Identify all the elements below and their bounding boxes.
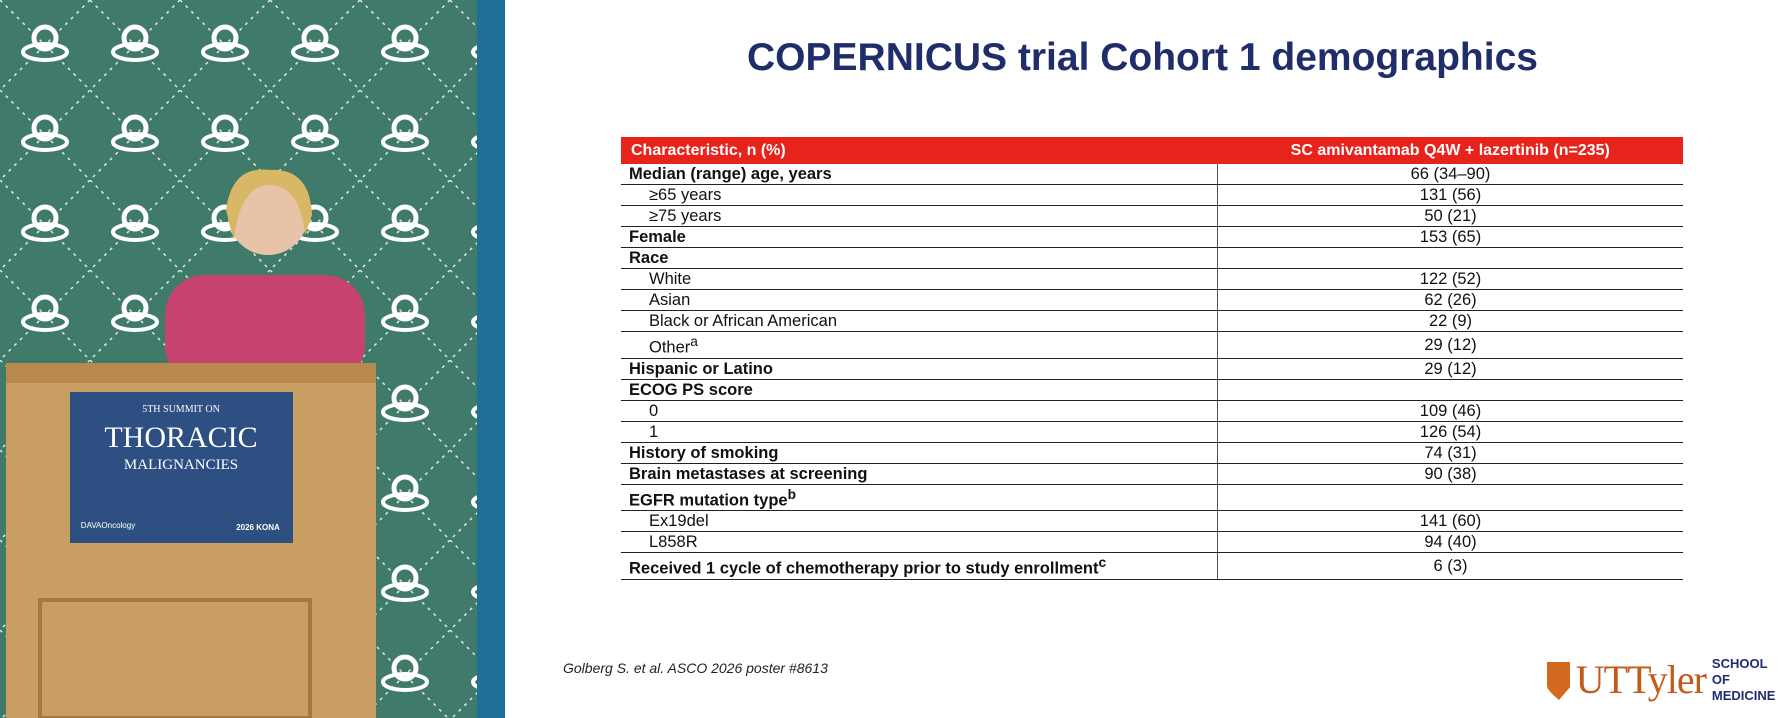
slide-title: COPERNICUS trial Cohort 1 demographics — [747, 36, 1538, 79]
label-text: Black or African American — [649, 312, 837, 330]
sign-text: 2026 KONA — [236, 523, 280, 532]
row-value: 131 (56) — [1217, 184, 1683, 206]
logo-text: SCHOOL OF — [1711, 655, 1768, 687]
row-value: 62 (26) — [1217, 289, 1683, 311]
table-row: Black or African American 22 (9) — [621, 310, 1683, 332]
sign-text: DAVAOncology — [81, 521, 135, 530]
label-text: Race — [629, 249, 669, 267]
footnote-marker: c — [1098, 555, 1107, 570]
row-value — [1217, 484, 1683, 511]
table-row: ECOG PS score — [621, 379, 1683, 401]
table-row: Othera 29 (12) — [621, 331, 1683, 359]
label-text: Median (range) age, years — [629, 165, 832, 183]
table-row: Hispanic or Latino 29 (12) — [621, 358, 1683, 380]
row-value: 141 (60) — [1217, 510, 1683, 532]
table-row: ≥65 years 131 (56) — [621, 184, 1683, 206]
row-value: 109 (46) — [1217, 400, 1683, 422]
table-row: Median (range) age, years 66 (34–90) — [621, 164, 1683, 185]
logo-name: UTTyler — [1575, 657, 1707, 702]
row-value: 29 (12) — [1217, 331, 1683, 359]
table-row: White 122 (52) — [621, 268, 1683, 290]
row-value: 122 (52) — [1217, 268, 1683, 290]
sign-text: 5TH SUMMIT ON — [142, 404, 220, 415]
label-text: EGFR mutation type — [629, 491, 788, 509]
row-value: 94 (40) — [1217, 531, 1683, 553]
label-text: ECOG PS score — [629, 380, 753, 399]
table-row: 1 126 (54) — [621, 421, 1683, 443]
row-label: Median (range) age, years — [621, 164, 1218, 185]
row-value: 153 (65) — [1217, 226, 1683, 248]
label-text: History of smoking — [629, 443, 779, 462]
row-label: Brain metastases at screening — [621, 463, 1218, 485]
row-value: 22 (9) — [1217, 310, 1683, 332]
footnote-marker: a — [690, 334, 698, 349]
slide: COPERNICUS trial Cohort 1 demographics C… — [505, 0, 1780, 718]
row-value: 90 (38) — [1217, 463, 1683, 485]
header-cell: Characteristic, n (%) — [621, 137, 1218, 164]
footnote-marker: b — [787, 486, 796, 502]
table-row: L858R 94 (40) — [621, 531, 1683, 553]
row-label: Race — [621, 247, 1218, 269]
table-row: EGFR mutation typeb — [621, 484, 1683, 511]
label-text: Hispanic or Latino — [629, 359, 773, 378]
row-label: ≥75 years — [621, 205, 1218, 227]
logo-text: MEDICINE — [1711, 687, 1776, 703]
label-text: ≥75 years — [649, 207, 722, 225]
row-value: 50 (21) — [1217, 205, 1683, 227]
label-text: Female — [629, 228, 686, 246]
row-value: 66 (34–90) — [1217, 164, 1683, 185]
table-row: 0 109 (46) — [621, 400, 1683, 422]
label-text: ≥65 years — [649, 186, 722, 204]
row-label: Ex19del — [621, 510, 1218, 532]
row-label: White — [621, 268, 1218, 290]
row-value: 6 (3) — [1217, 552, 1683, 580]
row-label: 0 — [621, 400, 1218, 422]
label-text: 1 — [649, 422, 659, 441]
row-value — [1217, 379, 1683, 401]
label-text: Brain metastases at screening — [629, 464, 868, 483]
row-label: EGFR mutation typeb — [621, 484, 1218, 511]
label-text: Received 1 cycle of chemotherapy prior t… — [629, 559, 1099, 578]
label-text: Ex19del — [649, 512, 709, 530]
citation: Golberg S. et al. ASCO 2026 poster #8613 — [563, 660, 828, 676]
row-label: Asian — [621, 289, 1218, 311]
row-label: 1 — [621, 421, 1218, 443]
table-header: Characteristic, n (%) SC amivantamab Q4W… — [621, 137, 1683, 164]
row-label: ECOG PS score — [621, 379, 1218, 401]
label-text: L858R — [649, 533, 698, 551]
row-value — [1217, 247, 1683, 269]
demographics-table: Characteristic, n (%) SC amivantamab Q4W… — [621, 137, 1683, 580]
table-row: Ex19del 141 (60) — [621, 510, 1683, 532]
label-text: 0 — [649, 401, 659, 420]
row-value: 74 (31) — [1217, 442, 1683, 464]
row-label: Othera — [621, 331, 1218, 359]
row-label: ≥65 years — [621, 184, 1218, 206]
row-label: Black or African American — [621, 310, 1218, 332]
logo: UTTyler SCHOOL OF MEDICINE — [1545, 652, 1780, 707]
table-row: Race — [621, 247, 1683, 269]
sign-text: THORACIC — [104, 421, 257, 454]
table-row: ≥75 years 50 (21) — [621, 205, 1683, 227]
row-label: Hispanic or Latino — [621, 358, 1218, 380]
table-row: Brain metastases at screening 90 (38) — [621, 463, 1683, 485]
label-text: Asian — [649, 291, 691, 309]
row-label: L858R — [621, 531, 1218, 553]
row-label: Received 1 cycle of chemotherapy prior t… — [621, 552, 1218, 580]
header-cell: SC amivantamab Q4W + lazertinib (n=235) — [1217, 137, 1683, 164]
row-value: 126 (54) — [1217, 421, 1683, 443]
table-row: Received 1 cycle of chemotherapy prior t… — [621, 552, 1683, 580]
speaker-video: 5TH SUMMIT ON THORACIC MALIGNANCIES DAVA… — [0, 0, 505, 718]
label-text: Other — [649, 338, 691, 357]
sign-text: MALIGNANCIES — [124, 457, 238, 473]
table-row: Female 153 (65) — [621, 226, 1683, 248]
table-row: Asian 62 (26) — [621, 289, 1683, 311]
logo-shield — [1547, 661, 1570, 700]
row-label: Female — [621, 226, 1218, 248]
row-value: 29 (12) — [1217, 358, 1683, 380]
label-text: White — [649, 270, 692, 288]
table-row: History of smoking 74 (31) — [621, 442, 1683, 464]
row-label: History of smoking — [621, 442, 1218, 464]
